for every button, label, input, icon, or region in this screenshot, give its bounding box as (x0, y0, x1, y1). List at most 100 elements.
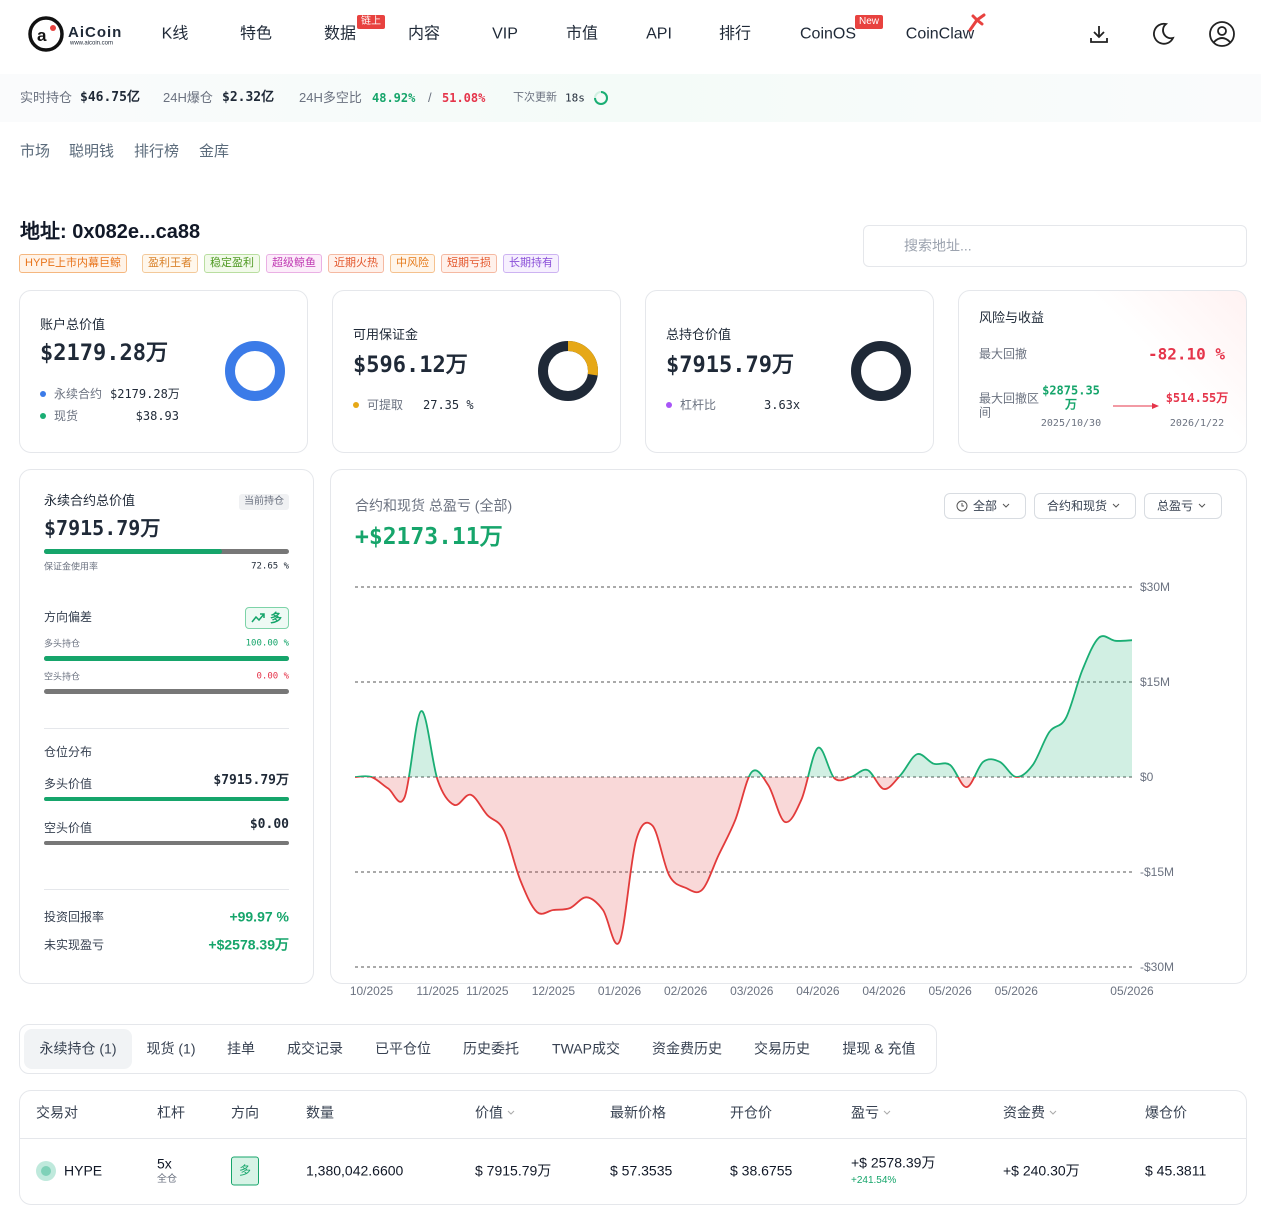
chart-headline: +$2173.11万 (355, 524, 503, 551)
stat-separator: / (428, 90, 432, 106)
card-item-value: $2179.28万 (110, 386, 180, 401)
cell-pair[interactable]: HYPE (64, 1162, 103, 1179)
tab[interactable]: 资金费历史 (652, 1040, 722, 1057)
stat-short: 51.08% (442, 90, 486, 105)
upnl-label: 未实现盈亏 (44, 937, 105, 952)
tag: 长期持有 (503, 254, 559, 273)
bias-badge (245, 607, 289, 629)
cell-entry-price: $ 38.6755 (730, 1162, 793, 1179)
stats-bar (0, 74, 1261, 122)
logo-icon[interactable]: a (28, 16, 66, 52)
tab[interactable]: 现货 (1) (146, 1040, 196, 1057)
subnav-item[interactable]: 聪明钱 (69, 143, 115, 160)
dropdown[interactable]: 全部 (944, 493, 1026, 519)
sort-icon[interactable] (507, 1110, 515, 1116)
tab[interactable]: 交易历史 (754, 1040, 810, 1057)
table-divider (20, 1138, 1246, 1139)
nav-item[interactable]: 排行 (718, 25, 752, 43)
nav-item[interactable]: 市值 (565, 25, 599, 43)
logo-text[interactable]: AiCoin (68, 24, 123, 41)
bar-label: 保证金使用率 (44, 561, 99, 572)
section-title: 方向偏差 (44, 609, 93, 624)
nav-item[interactable]: CoinOS (799, 25, 857, 43)
legend-dot (353, 402, 359, 408)
nav-badge: 链上 (357, 15, 385, 29)
x-tick-label: 04/2026 (862, 984, 906, 998)
tab[interactable]: 历史委托 (463, 1040, 519, 1057)
x-tick-label: 01/2026 (598, 984, 642, 998)
column-header[interactable]: 盈亏 (851, 1104, 879, 1121)
column-header: 爆仓价 (1145, 1104, 1187, 1121)
clock-icon (956, 500, 968, 512)
section-title: 仓位分布 (44, 744, 93, 759)
search-placeholder[interactable]: 搜索地址... (904, 237, 972, 254)
card-title: 总持仓价值 (666, 327, 732, 343)
dist-label: 空头价值 (44, 820, 93, 835)
stat-label: 下次更新 (513, 91, 557, 104)
nav-item[interactable]: K线 (161, 25, 189, 43)
cell-pnl: +$ 2578.39万 (851, 1154, 936, 1171)
tab[interactable]: TWAP成交 (552, 1040, 620, 1057)
tab[interactable]: 已平仓位 (375, 1040, 431, 1057)
dist-value: $7915.79万 (213, 773, 289, 789)
cell-side: 多 (231, 1156, 259, 1186)
dropdown[interactable]: 合约和现货 (1034, 493, 1136, 519)
theme-icon[interactable] (1150, 21, 1176, 47)
header: a AiCoin www.aicoin.com K线 特色 数据 链上 内容 V… (0, 0, 1261, 70)
card-value: $2179.28万 (40, 340, 168, 366)
sort-icon[interactable] (883, 1110, 891, 1116)
bar-value: 100.00 % (245, 638, 289, 649)
column-header: 杠杆 (157, 1104, 185, 1121)
nav-item[interactable]: 内容 (407, 25, 441, 43)
x-tick-label: 12/2025 (532, 984, 576, 998)
user-icon[interactable] (1208, 20, 1236, 48)
bar (44, 549, 222, 554)
nav-badge: New (855, 15, 884, 29)
dropdown[interactable]: 总盈亏 (1144, 493, 1222, 519)
subnav-item[interactable]: 市场 (20, 143, 51, 160)
search-box[interactable] (863, 225, 1247, 267)
risk-title: 风险与收益 (979, 310, 1045, 326)
sort-icon[interactable] (1049, 1110, 1057, 1116)
tab[interactable]: 成交记录 (287, 1040, 343, 1057)
download-icon[interactable] (1088, 23, 1110, 45)
donut (225, 341, 285, 401)
cell-funding: +$ 240.30万 (1003, 1162, 1080, 1179)
tab[interactable]: 永续持仓 (1) (39, 1040, 117, 1057)
legend-dot (666, 402, 672, 408)
nav-item[interactable]: CoinClaw (905, 25, 975, 43)
separator (44, 889, 289, 890)
nav-item[interactable]: 数据 (323, 25, 357, 43)
chevron (1002, 503, 1010, 508)
dist-value: $0.00 (249, 817, 289, 833)
subnav-item[interactable]: 金库 (199, 143, 230, 160)
nav-item[interactable]: API (646, 25, 672, 43)
column-header: 方向 (231, 1104, 259, 1121)
risk-value: -82.10 % (1147, 344, 1225, 364)
chevron (1112, 503, 1120, 508)
column-header[interactable]: 资金费 (1003, 1104, 1045, 1121)
tab-active-bg (24, 1029, 132, 1069)
donut (538, 341, 598, 401)
card-item-label: 可提取 (367, 397, 404, 412)
tag: HYPE上市内幕巨鲸 (19, 254, 127, 273)
tab[interactable]: 挂单 (227, 1040, 255, 1057)
nav-item[interactable]: VIP (492, 25, 518, 43)
range-to: $514.55万 (1165, 390, 1229, 405)
x-tick-label: 02/2026 (664, 984, 708, 998)
column-header[interactable]: 价值 (475, 1104, 503, 1121)
x-tick-label: 05/2026 (995, 984, 1039, 998)
subnav-item[interactable]: 排行榜 (134, 143, 180, 160)
cell-pnl-pct: +241.54% (851, 1175, 897, 1186)
x-tick-label: 11/2025 (416, 984, 459, 998)
dist-label: 多头价值 (44, 776, 93, 791)
nav-item[interactable]: 特色 (239, 25, 273, 43)
x-tick-label: 10/2025 (350, 984, 394, 998)
tab[interactable]: 提现 & 充值 (842, 1040, 916, 1057)
cell-value: $ 7915.79万 (475, 1162, 552, 1179)
legend-dot (40, 391, 46, 397)
roi-value: +99.97 % (229, 908, 289, 925)
tag: 盈利王者 (142, 254, 198, 273)
svg-text:a: a (37, 26, 47, 45)
